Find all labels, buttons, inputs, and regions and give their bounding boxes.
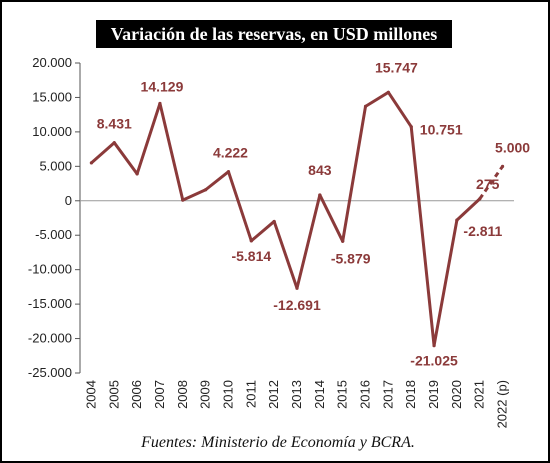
x-tick-label: 2016 <box>358 380 373 409</box>
y-tick-label: 20.000 <box>32 55 72 70</box>
series-segment <box>409 125 436 348</box>
series-segment <box>364 90 390 108</box>
series-segment <box>181 188 208 202</box>
series-line <box>89 90 505 348</box>
series-segment <box>226 170 253 243</box>
data-label: -2.811 <box>463 223 502 239</box>
x-axis-ticks: 2004 2005 2006 2007 2008 2009 2010 2011 2012 2013… <box>83 380 509 428</box>
x-tick-label: 2019 <box>426 380 441 409</box>
x-tick-label: 2018 <box>403 380 418 409</box>
data-label: 10.751 <box>420 122 463 138</box>
data-label: 8.431 <box>97 116 132 132</box>
data-point <box>341 239 345 243</box>
data-point <box>135 172 139 176</box>
chart-title-background <box>96 20 452 48</box>
data-point <box>455 218 459 222</box>
y-tick-label: 0 <box>65 193 72 208</box>
y-tick-label: 15.000 <box>32 89 72 104</box>
x-tick-label: 2007 <box>152 380 167 409</box>
data-point <box>318 193 322 197</box>
series-segment <box>158 101 185 202</box>
data-label: 14.129 <box>141 78 184 94</box>
x-tick-label: 2013 <box>289 380 304 409</box>
data-point <box>500 164 505 168</box>
y-axis-ticks: 20.000 15.000 10.000 5.000 0 -5.000 -10.000 -15… <box>28 55 514 380</box>
data-label: -5.879 <box>331 250 371 266</box>
data-point <box>158 101 162 106</box>
y-tick-label: -25.000 <box>28 365 72 380</box>
series-segment <box>341 104 368 243</box>
series-segment <box>204 170 230 192</box>
x-tick-label: 2017 <box>380 380 395 409</box>
data-point <box>363 104 368 108</box>
data-point <box>112 141 116 145</box>
series-segment <box>432 218 459 348</box>
data-label: 275 <box>476 176 500 192</box>
data-point <box>204 188 208 192</box>
data-label: -5.814 <box>231 248 271 264</box>
data-labels: 8.431 14.129 4.222 -5.814 -12.691 843 -5.879 15… <box>97 59 531 368</box>
data-point <box>226 170 231 174</box>
x-tick-label: 2014 <box>312 380 327 409</box>
data-label: -12.691 <box>273 297 321 313</box>
data-point <box>249 239 253 243</box>
data-label: 843 <box>308 162 332 178</box>
series-segment <box>112 141 139 176</box>
series-segment <box>295 193 322 290</box>
series-segment <box>135 101 162 176</box>
x-tick-label: 2006 <box>129 380 144 409</box>
data-point <box>89 161 94 165</box>
series-segment <box>386 90 413 129</box>
series-segment <box>318 193 345 243</box>
y-tick-label: -5.000 <box>35 227 72 242</box>
x-tick-label: 2005 <box>106 380 121 409</box>
chart-title-box: Variación de las reservas, en USD millon… <box>96 20 452 48</box>
data-point <box>272 219 276 224</box>
y-tick-label: 5.000 <box>39 158 72 173</box>
data-point <box>386 90 390 94</box>
data-label: 4.222 <box>213 145 248 161</box>
x-tick-label: 2004 <box>83 380 98 409</box>
data-point <box>295 286 299 290</box>
y-tick-label: -10.000 <box>28 262 72 277</box>
x-tick-label: 2010 <box>220 380 235 409</box>
data-label: 15.747 <box>375 59 418 75</box>
x-tick-label: 2011 <box>243 380 258 408</box>
x-tick-label: 2015 <box>335 380 350 409</box>
series-segment <box>455 197 482 222</box>
y-tick-label: -20.000 <box>28 331 72 346</box>
x-tick-label: 2008 <box>175 380 190 409</box>
x-tick-label: 2020 <box>449 380 464 409</box>
data-point <box>432 344 436 348</box>
data-label: 5.000 <box>495 139 530 155</box>
x-tick-label: 2021 <box>472 380 487 409</box>
data-point <box>478 197 482 201</box>
chart-title: Variación de las reservas, en USD millon… <box>111 24 438 44</box>
x-tick-label: 2009 <box>198 380 213 409</box>
series-segment <box>249 219 276 243</box>
series-segment <box>89 141 116 165</box>
chart-source-note: Fuentes: Ministerio de Economía y BCRA. <box>140 434 415 451</box>
y-tick-label: -15.000 <box>28 296 72 311</box>
x-tick-label: 2012 <box>266 380 281 409</box>
series-segment-projected <box>478 165 504 200</box>
data-label: -21.025 <box>410 353 458 369</box>
x-tick-label: 2022 (p) <box>495 380 510 428</box>
y-tick-label: 10.000 <box>32 124 72 139</box>
data-point <box>181 198 185 202</box>
series-segment <box>272 219 299 290</box>
data-point <box>409 125 413 129</box>
